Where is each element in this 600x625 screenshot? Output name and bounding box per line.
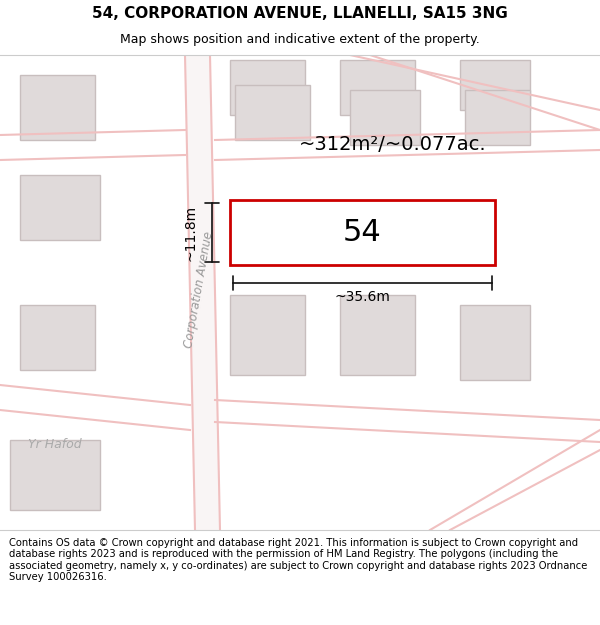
Text: 54: 54 — [343, 218, 382, 247]
Bar — [230, 295, 305, 375]
Text: ~312m²/~0.077ac.: ~312m²/~0.077ac. — [299, 136, 487, 154]
Bar — [460, 60, 530, 110]
Text: ~35.6m: ~35.6m — [335, 290, 391, 304]
Bar — [465, 90, 530, 145]
Text: Corporation Avenue: Corporation Avenue — [182, 231, 215, 349]
Text: Map shows position and indicative extent of the property.: Map shows position and indicative extent… — [120, 33, 480, 46]
Text: 54, CORPORATION AVENUE, LLANELLI, SA15 3NG: 54, CORPORATION AVENUE, LLANELLI, SA15 3… — [92, 6, 508, 21]
Bar — [340, 295, 415, 375]
Bar — [340, 60, 415, 115]
Bar — [10, 440, 100, 510]
Bar — [20, 75, 95, 140]
Bar — [230, 200, 495, 265]
Bar — [460, 305, 530, 380]
Bar — [350, 90, 420, 145]
Bar — [230, 60, 305, 115]
Text: ~11.8m: ~11.8m — [183, 204, 197, 261]
Bar — [20, 175, 100, 240]
Polygon shape — [185, 55, 220, 530]
Text: Contains OS data © Crown copyright and database right 2021. This information is : Contains OS data © Crown copyright and d… — [9, 538, 587, 582]
Bar — [235, 85, 310, 140]
Bar — [20, 305, 95, 370]
Text: Yr Hafod: Yr Hafod — [28, 439, 82, 451]
